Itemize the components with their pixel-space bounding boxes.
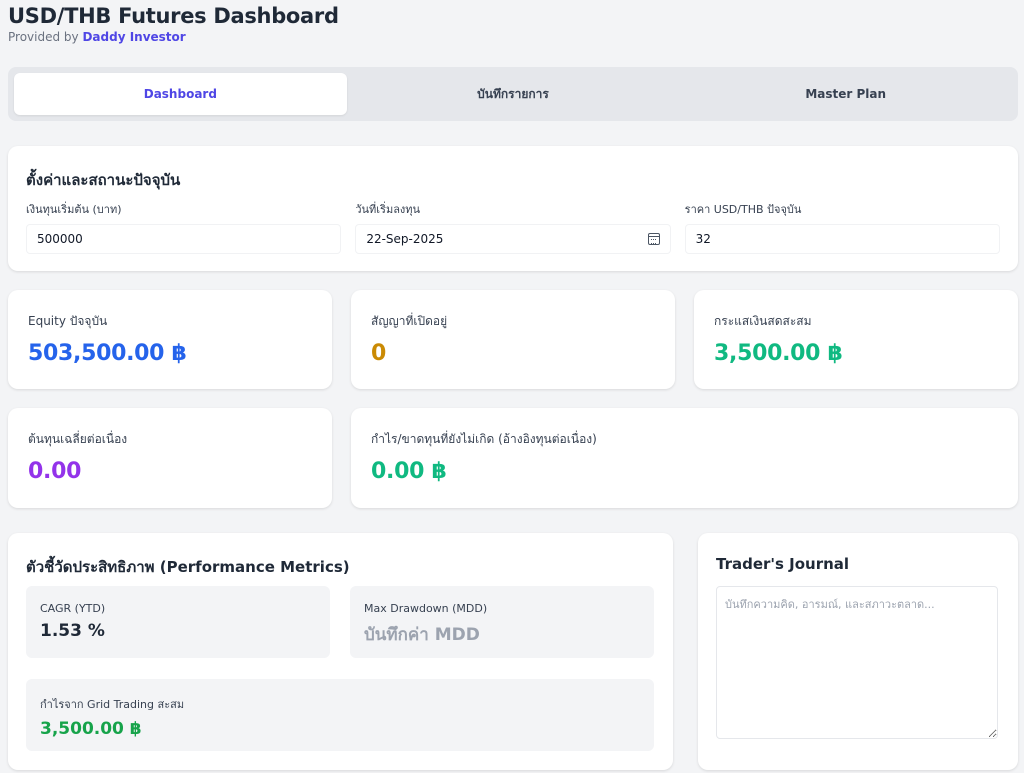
page-subtitle: Provided by Daddy Investor [8,30,339,44]
calendar-icon[interactable] [647,233,660,245]
journal-textarea[interactable] [716,586,998,739]
cagr-value: 1.53 % [40,621,105,641]
grid-profit-metric: กำไรจาก Grid Trading สะสม 3,500.00 ฿ [26,679,654,751]
price-field-group: ราคา USD/THB ปัจจุบัน 32 [684,200,1000,254]
mdd-value[interactable]: บันทึกค่า MDD [364,625,480,645]
performance-title: ตัวชี้วัดประสิทธิภาพ (Performance Metric… [26,558,350,576]
grid-profit-value: 3,500.00 ฿ [40,719,142,739]
cagr-metric: CAGR (YTD) 1.53 % [26,586,330,658]
equity-card: Equity ปัจจุบัน 503,500.00 ฿ [8,290,332,389]
capital-input[interactable]: 500000 [26,224,342,254]
open-contracts-value: 0 [371,341,387,366]
equity-value: 503,500.00 ฿ [28,341,187,366]
price-label: ราคา USD/THB ปัจจุบัน [684,203,802,216]
tab-bar: Dashboard บันทึกรายการ Master Plan [8,67,1018,121]
page-title: USD/THB Futures Dashboard [8,4,339,28]
avg-cost-label: ต้นทุนเฉลี่ยต่อเนื่อง [28,432,128,446]
settings-title: ตั้งค่าและสถานะปัจจุบัน [26,171,181,189]
page-header: USD/THB Futures Dashboard Provided by Da… [8,4,339,44]
grid-profit-label: กำไรจาก Grid Trading สะสม [40,698,185,711]
cagr-label: CAGR (YTD) [40,602,106,615]
avg-cost-value: 0.00 [28,459,82,484]
unrealized-pnl-label: กำไร/ขาดทุนที่ยังไม่เกิด (อ้างอิงทุนต่อเ… [371,432,597,446]
cashflow-card: กระแสเงินสดสะสม 3,500.00 ฿ [694,290,1018,389]
cashflow-label: กระแสเงินสดสะสม [714,314,812,328]
open-contracts-label: สัญญาที่เปิดอยู่ [371,314,448,328]
mdd-metric[interactable]: Max Drawdown (MDD) บันทึกค่า MDD [350,586,654,658]
unrealized-pnl-value: 0.00 ฿ [371,459,447,484]
capital-field-group: เงินทุนเริ่มต้น (บาท) 500000 [26,200,342,254]
open-contracts-card: สัญญาที่เปิดอยู่ 0 [351,290,675,389]
journal-title: Trader's Journal [716,555,850,573]
capital-label: เงินทุนเริ่มต้น (บาท) [26,203,122,216]
provider-link[interactable]: Daddy Investor [82,30,186,44]
performance-card: ตัวชี้วัดประสิทธิภาพ (Performance Metric… [8,533,673,770]
settings-card: ตั้งค่าและสถานะปัจจุบัน เงินทุนเริ่มต้น … [8,146,1018,271]
start-date-field-group: วันที่เริ่มลงทุน 22-Sep-2025 [355,200,671,254]
start-date-value: 22-Sep-2025 [366,232,444,246]
subtitle-prefix: Provided by [8,30,79,44]
tab-dashboard[interactable]: Dashboard [14,73,347,115]
avg-cost-card: ต้นทุนเฉลี่ยต่อเนื่อง 0.00 [8,408,332,508]
capital-value: 500000 [37,232,83,246]
tab-master-plan[interactable]: Master Plan [805,87,887,101]
unrealized-pnl-card: กำไร/ขาดทุนที่ยังไม่เกิด (อ้างอิงทุนต่อเ… [351,408,1018,508]
start-date-label: วันที่เริ่มลงทุน [355,203,421,216]
journal-card: Trader's Journal [698,533,1018,770]
tab-transactions[interactable]: บันทึกรายการ [477,86,549,101]
mdd-label: Max Drawdown (MDD) [364,602,488,615]
price-input[interactable]: 32 [684,224,1000,254]
start-date-input[interactable]: 22-Sep-2025 [355,224,671,254]
equity-label: Equity ปัจจุบัน [28,314,108,328]
cashflow-value: 3,500.00 ฿ [714,341,843,366]
price-value: 32 [695,232,711,246]
